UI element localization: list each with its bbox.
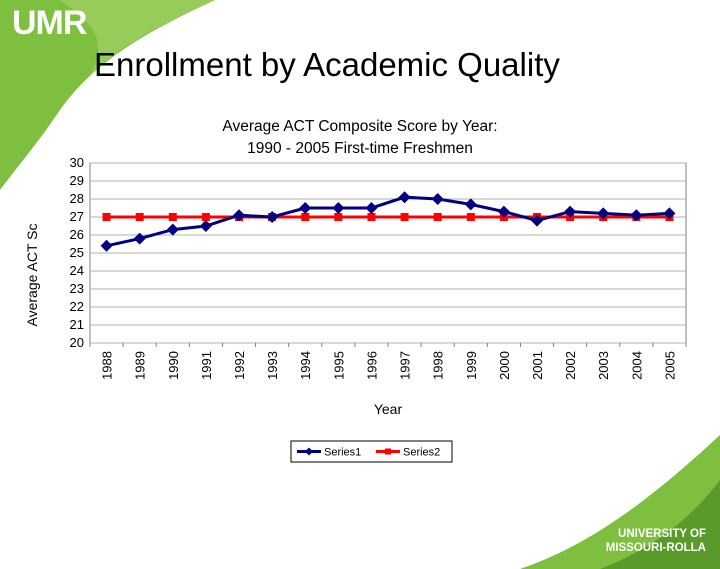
x-tick-label: 1993 [265, 351, 280, 380]
x-tick-label: 1992 [232, 351, 247, 380]
y-tick-label: 27 [70, 209, 84, 224]
data-point [133, 232, 146, 245]
data-point [398, 191, 411, 204]
chart-title: Average ACT Composite Score by Year: [222, 118, 498, 135]
data-point [431, 193, 444, 205]
data-point [466, 213, 475, 221]
legend-label: Series2 [403, 447, 440, 459]
data-point [630, 209, 643, 222]
x-tick-label: 1990 [166, 351, 181, 380]
top-left-green-swoosh [0, 0, 215, 190]
x-tick-label: 2003 [596, 351, 611, 380]
data-point [663, 207, 676, 220]
university-logo-line1: UNIVERSITY OF [618, 528, 706, 540]
y-axis-label: Average ACT Sc [24, 224, 40, 327]
data-point [102, 213, 111, 221]
university-logo-line2: MISSOURI-ROLLA [605, 542, 706, 554]
y-tick-label: 30 [70, 155, 84, 170]
data-point [266, 211, 279, 223]
x-tick-label: 1995 [331, 351, 346, 380]
slide-title: Enrollment by Academic Quality [94, 46, 560, 83]
chart-subtitle: 1990 - 2005 First-time Freshmen [247, 140, 473, 157]
x-tick-label: 2000 [497, 351, 512, 380]
data-point [464, 198, 477, 211]
data-point [597, 207, 610, 220]
data-point [166, 223, 179, 236]
y-tick-label: 21 [70, 317, 84, 332]
y-tick-label: 29 [70, 173, 84, 188]
legend-swatch-marker [385, 448, 391, 455]
umr-logo: UMR [12, 4, 87, 42]
y-tick-label: 26 [70, 227, 84, 242]
data-point [135, 213, 144, 221]
y-tick-label: 22 [70, 299, 84, 314]
y-tick-label: 25 [70, 245, 84, 260]
x-axis-label: Year [374, 401, 403, 417]
x-tick-label: 1997 [398, 351, 413, 380]
data-point [332, 202, 345, 214]
data-point [299, 202, 312, 214]
data-point [367, 213, 376, 221]
x-tick-label: 1996 [364, 351, 379, 380]
data-point [433, 213, 442, 221]
x-tick-label: 1991 [199, 351, 214, 380]
x-tick-label: 2004 [629, 351, 644, 380]
y-tick-label: 24 [70, 263, 84, 278]
x-tick-label: 1999 [464, 351, 479, 380]
x-tick-label: 1998 [431, 351, 446, 380]
chart-title-block: Average ACT Composite Score by Year: 199… [150, 116, 570, 160]
data-point [199, 220, 212, 232]
x-tick-label: 1988 [100, 351, 115, 380]
bottom-right-dark-swoosh [600, 480, 720, 569]
top-left-light-swoosh [60, 0, 215, 75]
data-point [233, 209, 245, 222]
x-tick-label: 2002 [563, 351, 578, 380]
data-point [564, 205, 577, 218]
x-tick-label: 2005 [662, 351, 677, 380]
plot-area: 20 21 22 23 24 25 26 27 28 29 30 1988 1989 1990 1991 19… [24, 155, 687, 463]
x-tick-label: 2001 [530, 351, 545, 380]
data-point [531, 214, 543, 227]
data-point [334, 213, 343, 221]
y-tick-label: 23 [70, 281, 84, 296]
data-point [301, 213, 310, 221]
data-point [201, 213, 210, 221]
data-point [400, 213, 409, 221]
legend-label: Series1 [324, 447, 361, 459]
data-point [365, 202, 378, 214]
x-tick-label: 1989 [133, 351, 148, 380]
y-tick-label: 20 [70, 335, 84, 350]
y-tick-label: 28 [70, 191, 84, 206]
legend-box [290, 440, 453, 463]
x-tick-label: 1994 [298, 351, 313, 380]
data-point [100, 239, 113, 252]
data-point [497, 205, 510, 218]
data-point [168, 213, 177, 221]
legend-swatch-marker [305, 447, 313, 456]
university-logo: UNIVERSITY OF MISSOURI-ROLLA [606, 527, 706, 555]
